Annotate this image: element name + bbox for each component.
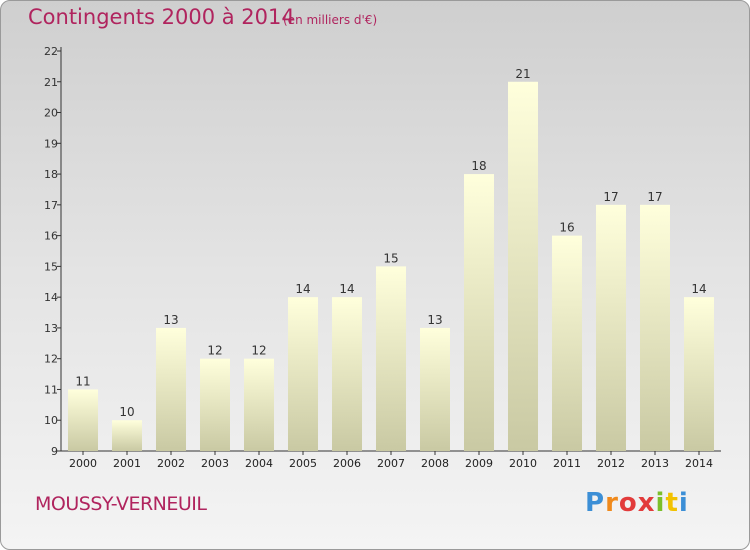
bar — [420, 327, 450, 451]
bar — [596, 204, 626, 451]
data-label: 17 — [647, 190, 662, 204]
bars — [68, 81, 714, 452]
data-label: 13 — [163, 313, 178, 327]
bar — [112, 420, 142, 451]
y-tick-label: 20 — [44, 107, 58, 120]
logo-letter: r — [605, 488, 619, 518]
chart-title: Contingents 2000 à 2014 — [28, 5, 295, 29]
bar — [68, 389, 98, 451]
bar — [244, 358, 274, 451]
y-tick-label: 22 — [44, 45, 58, 58]
data-label: 13 — [427, 313, 442, 327]
x-tick-label: 2005 — [289, 457, 317, 470]
bar — [464, 174, 494, 452]
proxiti-logo: Proxiti — [585, 488, 689, 518]
data-label: 11 — [75, 374, 90, 388]
y-tick-label: 21 — [44, 76, 58, 89]
bar — [332, 297, 362, 451]
x-tick-label: 2009 — [465, 457, 493, 470]
data-label: 12 — [251, 344, 266, 358]
logo-letter: o — [618, 488, 638, 518]
x-tick-label: 2010 — [509, 457, 537, 470]
y-tick-label: 15 — [44, 260, 58, 273]
data-label: 21 — [515, 67, 530, 81]
data-label: 14 — [295, 282, 310, 296]
data-label: 14 — [691, 282, 706, 296]
data-label: 10 — [119, 405, 134, 419]
logo-letter: x — [637, 488, 656, 518]
x-tick-label: 2007 — [377, 457, 405, 470]
bar — [508, 81, 538, 452]
y-tick-label: 17 — [44, 199, 58, 212]
bar — [640, 204, 670, 451]
y-tick-label: 10 — [44, 414, 58, 427]
x-tick-label: 2003 — [201, 457, 229, 470]
logo-letter: t — [665, 488, 679, 518]
data-label: 12 — [207, 344, 222, 358]
bar — [376, 266, 406, 451]
bar — [200, 358, 230, 451]
data-label: 14 — [339, 282, 354, 296]
data-label: 17 — [603, 190, 618, 204]
x-tick-label: 2012 — [597, 457, 625, 470]
place-name: MOUSSY-VERNEUIL — [35, 493, 207, 515]
data-label: 15 — [383, 251, 398, 265]
x-tick-label: 2014 — [685, 457, 713, 470]
logo-letter: P — [585, 488, 606, 518]
x-tick-label: 2008 — [421, 457, 449, 470]
data-label: 18 — [471, 159, 486, 173]
x-tick-label: 2004 — [245, 457, 273, 470]
x-tick-label: 2000 — [69, 457, 97, 470]
bar — [156, 327, 186, 451]
y-tick-label: 11 — [44, 383, 58, 396]
bar — [552, 235, 582, 451]
x-tick-label: 2006 — [333, 457, 361, 470]
labels: 11 2000 10 2001 13 2002 12 2003 12 2004 14 2005 14 20… — [69, 67, 713, 470]
y-tick-label: 16 — [44, 230, 58, 243]
x-tick-label: 2001 — [113, 457, 141, 470]
y-tick-label: 12 — [44, 353, 58, 366]
x-tick-label: 2013 — [641, 457, 669, 470]
x-tick-label: 2011 — [553, 457, 581, 470]
chart-subtitle: (en milliers d'€) — [283, 13, 378, 27]
logo-letter: i — [678, 488, 689, 518]
y-tick-label: 19 — [44, 137, 58, 150]
x-tick-label: 2002 — [157, 457, 185, 470]
y-tick-label: 18 — [44, 168, 58, 181]
y-tick-label: 13 — [44, 322, 58, 335]
bar — [684, 297, 714, 451]
logo-letter: i — [655, 488, 666, 518]
data-label: 16 — [559, 221, 574, 235]
y-tick-label: 14 — [44, 291, 58, 304]
bar — [288, 297, 318, 451]
y-tick-label: 9 — [51, 445, 58, 458]
